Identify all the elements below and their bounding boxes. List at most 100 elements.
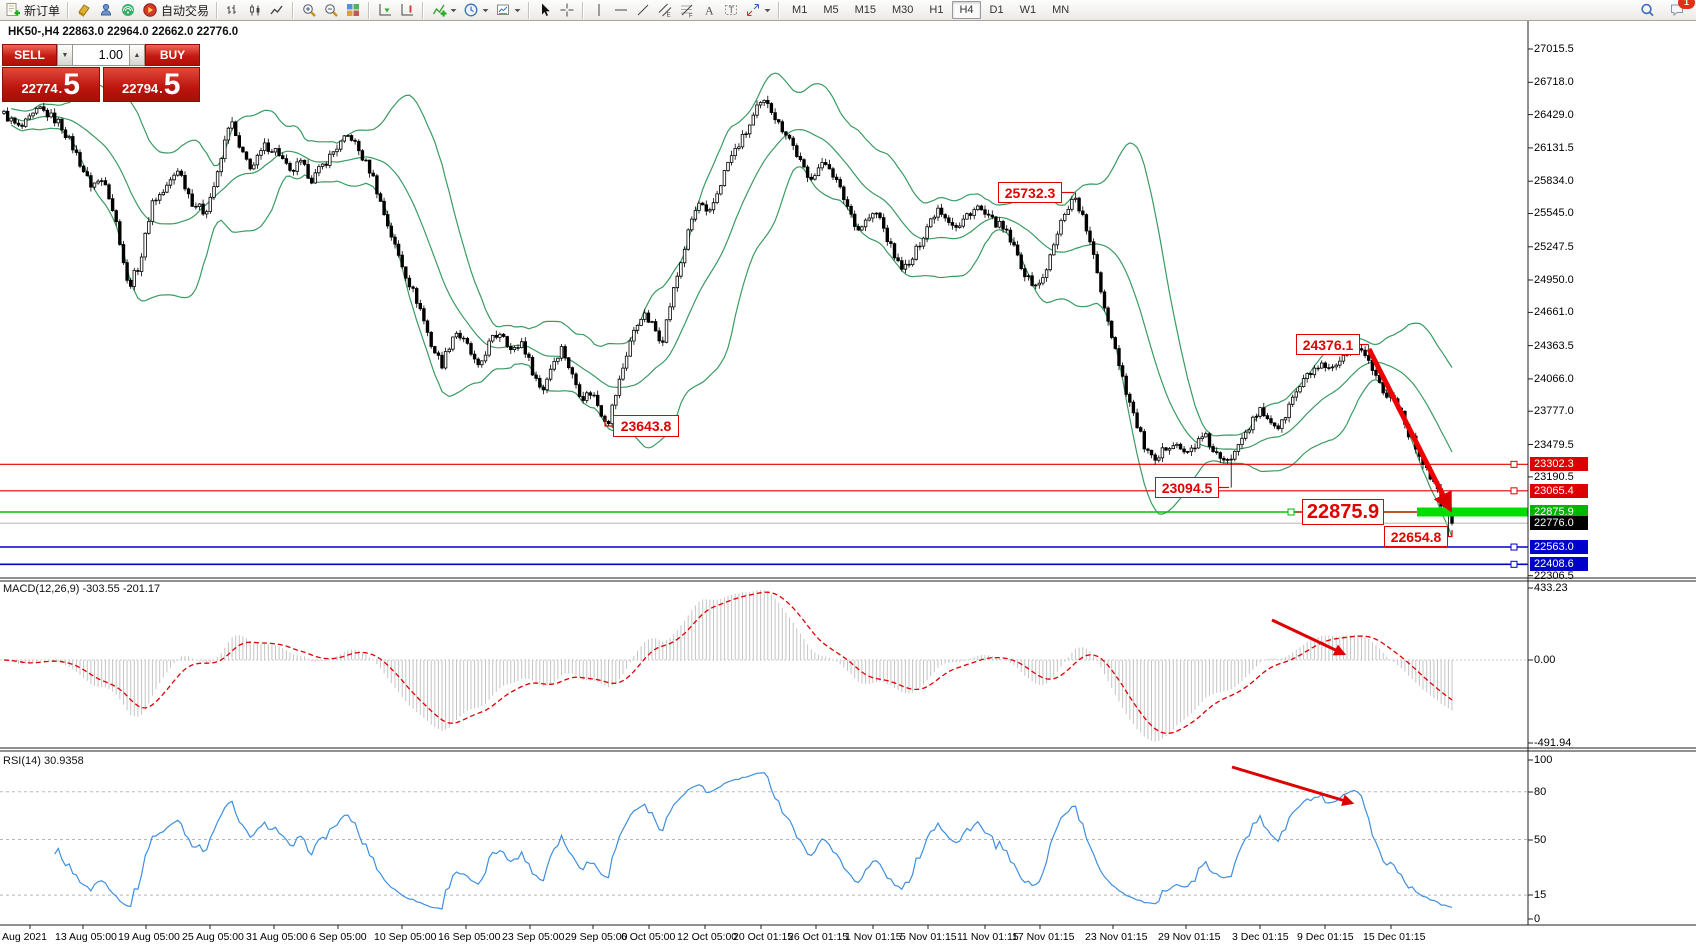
equidistant-channel-tool[interactable]: E	[654, 1, 676, 20]
lot-increase-button[interactable]: ▲	[129, 44, 145, 66]
time-axis-label: 3 Dec 01:15	[1232, 931, 1289, 943]
arrows-dropdown[interactable]	[742, 1, 774, 20]
toolbar: 新订单 自动交易 E F A T	[0, 0, 1696, 21]
price-tick-label: 25834.0	[1534, 175, 1574, 188]
trendline-tool[interactable]	[632, 1, 654, 20]
line-handle[interactable]	[1287, 508, 1295, 516]
zoom-out-icon	[323, 2, 339, 18]
time-axis-label: 6 Oct 05:00	[621, 931, 676, 943]
level-handle[interactable]	[1510, 487, 1518, 495]
notification-badge: 1	[1678, 0, 1695, 9]
text-label-tool[interactable]: T	[720, 1, 742, 20]
price-annotation-22875.9[interactable]: 22875.9	[1302, 499, 1384, 525]
zoom-out-button[interactable]	[320, 1, 342, 20]
search-button[interactable]	[1636, 1, 1658, 20]
timeframe-button-m30[interactable]: M30	[892, 4, 914, 16]
time-axis-label: 1 Nov 01:15	[845, 931, 902, 943]
notifications-button[interactable]: 1	[1666, 0, 1695, 20]
sell-price-panel[interactable]: 22774 . 5	[2, 67, 100, 102]
time-axis-label: 11 Nov 01:15	[957, 931, 1019, 943]
buy-price-panel[interactable]: 22794 . 5	[102, 67, 200, 102]
chart-region: HK50-,H4 22863.0 22964.0 22662.0 22776.0…	[0, 21, 1696, 947]
signals-button[interactable]	[117, 1, 139, 20]
crosshair-icon	[559, 2, 575, 18]
price-tick-label: 25545.0	[1534, 207, 1574, 220]
autotrading-button[interactable]: 自动交易	[139, 1, 212, 20]
price-tick-label: 26718.0	[1534, 76, 1574, 89]
macd-tick-label: 433.23	[1534, 582, 1568, 594]
svg-text:T: T	[729, 5, 735, 15]
time-axis-label: 23 Nov 01:15	[1085, 931, 1148, 943]
price-annotation-24376.1[interactable]: 24376.1	[1296, 334, 1360, 355]
dropdown-caret-icon	[514, 2, 521, 18]
tile-windows-button[interactable]	[342, 1, 364, 20]
indicators-dropdown[interactable]	[428, 1, 460, 20]
templates-dropdown[interactable]	[492, 1, 524, 20]
autotrading-label: 自动交易	[161, 3, 210, 18]
bollinger-middle-band	[10, 115, 1453, 453]
svg-text:E: E	[667, 13, 671, 19]
toolbar-separator	[67, 1, 70, 19]
level-handle[interactable]	[1510, 460, 1518, 468]
sell-button[interactable]: SELL	[2, 44, 57, 66]
trend-arrow-rsi[interactable]	[1231, 765, 1355, 806]
timeframe-button-d1[interactable]: D1	[989, 4, 1004, 16]
timeframe-button-h4[interactable]: H4	[952, 1, 981, 19]
lot-decrease-button[interactable]: ▼	[57, 44, 73, 66]
price-annotation-25732.3[interactable]: 25732.3	[998, 182, 1062, 203]
chart-shift-button[interactable]	[396, 1, 418, 20]
fibonacci-tool[interactable]: F	[676, 1, 698, 20]
new-order-button[interactable]: 新订单	[2, 1, 63, 20]
bullish-candle-bodies	[2, 100, 1414, 461]
vertical-line-icon	[591, 2, 607, 18]
cursor-tool-button[interactable]	[534, 1, 556, 20]
line-chart-mode-button[interactable]	[266, 1, 288, 20]
price-tick-label: 26429.0	[1534, 108, 1574, 121]
trend-arrow-main[interactable]	[1366, 347, 1453, 513]
price-annotation-22654.8[interactable]: 22654.8	[1384, 526, 1448, 547]
vertical-line-tool[interactable]	[588, 1, 610, 20]
lot-input[interactable]: 1.00	[73, 44, 129, 66]
time-axis-label: 31 Aug 05:00	[246, 931, 308, 943]
trend-arrow-macd[interactable]	[1271, 618, 1347, 656]
crosshair-tool-button[interactable]	[556, 1, 578, 20]
profiles-button[interactable]	[95, 1, 117, 20]
price-tick-label: 23777.0	[1534, 405, 1574, 418]
timeframe-button-m5[interactable]: M5	[823, 4, 839, 16]
bar-chart-mode-button[interactable]	[222, 1, 244, 20]
buy-button[interactable]: BUY	[145, 44, 200, 66]
timeframe-button-mn[interactable]: MN	[1052, 4, 1070, 16]
periods-dropdown[interactable]	[460, 1, 492, 20]
auto-scroll-icon	[377, 2, 393, 18]
cursor-icon	[537, 2, 553, 18]
time-axis-label: 16 Sep 05:00	[438, 931, 501, 943]
auto-scroll-button[interactable]	[374, 1, 396, 20]
buy-price-dot: .	[159, 81, 163, 96]
timeframe-button-m15[interactable]: M15	[854, 4, 876, 16]
time-axis-label: 5 Nov 01:15	[900, 931, 957, 943]
horizontal-line-tool[interactable]	[610, 1, 632, 20]
time-axis-label: 25 Aug 05:00	[182, 931, 244, 943]
level-handle[interactable]	[1510, 560, 1518, 568]
timeframe-button-m1[interactable]: M1	[792, 4, 808, 16]
timeframe-button-h1[interactable]: H1	[929, 4, 944, 16]
candlestick-series	[2, 95, 1454, 537]
arrows-icon	[745, 2, 761, 18]
signal-icon	[120, 2, 136, 18]
styles-button[interactable]	[73, 1, 95, 20]
zoom-in-button[interactable]	[298, 1, 320, 20]
price-level-lines[interactable]	[0, 463, 1528, 566]
zoom-in-icon	[301, 2, 317, 18]
time-axis-label: 15 Dec 01:15	[1363, 931, 1426, 943]
dropdown-caret-icon	[450, 2, 457, 18]
timeframe-button-w1[interactable]: W1	[1019, 4, 1037, 16]
time-axis-label: 26 Oct 01:15	[788, 931, 849, 943]
price-badge-22776.0: 22776.0	[1530, 516, 1588, 531]
label-connector	[1448, 530, 1453, 538]
price-annotation-23643.8[interactable]: 23643.8	[613, 415, 679, 437]
candlestick-mode-button[interactable]	[244, 1, 266, 20]
text-tool[interactable]: A	[698, 1, 720, 20]
price-annotation-23094.5[interactable]: 23094.5	[1155, 477, 1219, 498]
level-handle[interactable]	[1510, 543, 1518, 551]
rsi-tick-label: 0	[1534, 913, 1541, 925]
